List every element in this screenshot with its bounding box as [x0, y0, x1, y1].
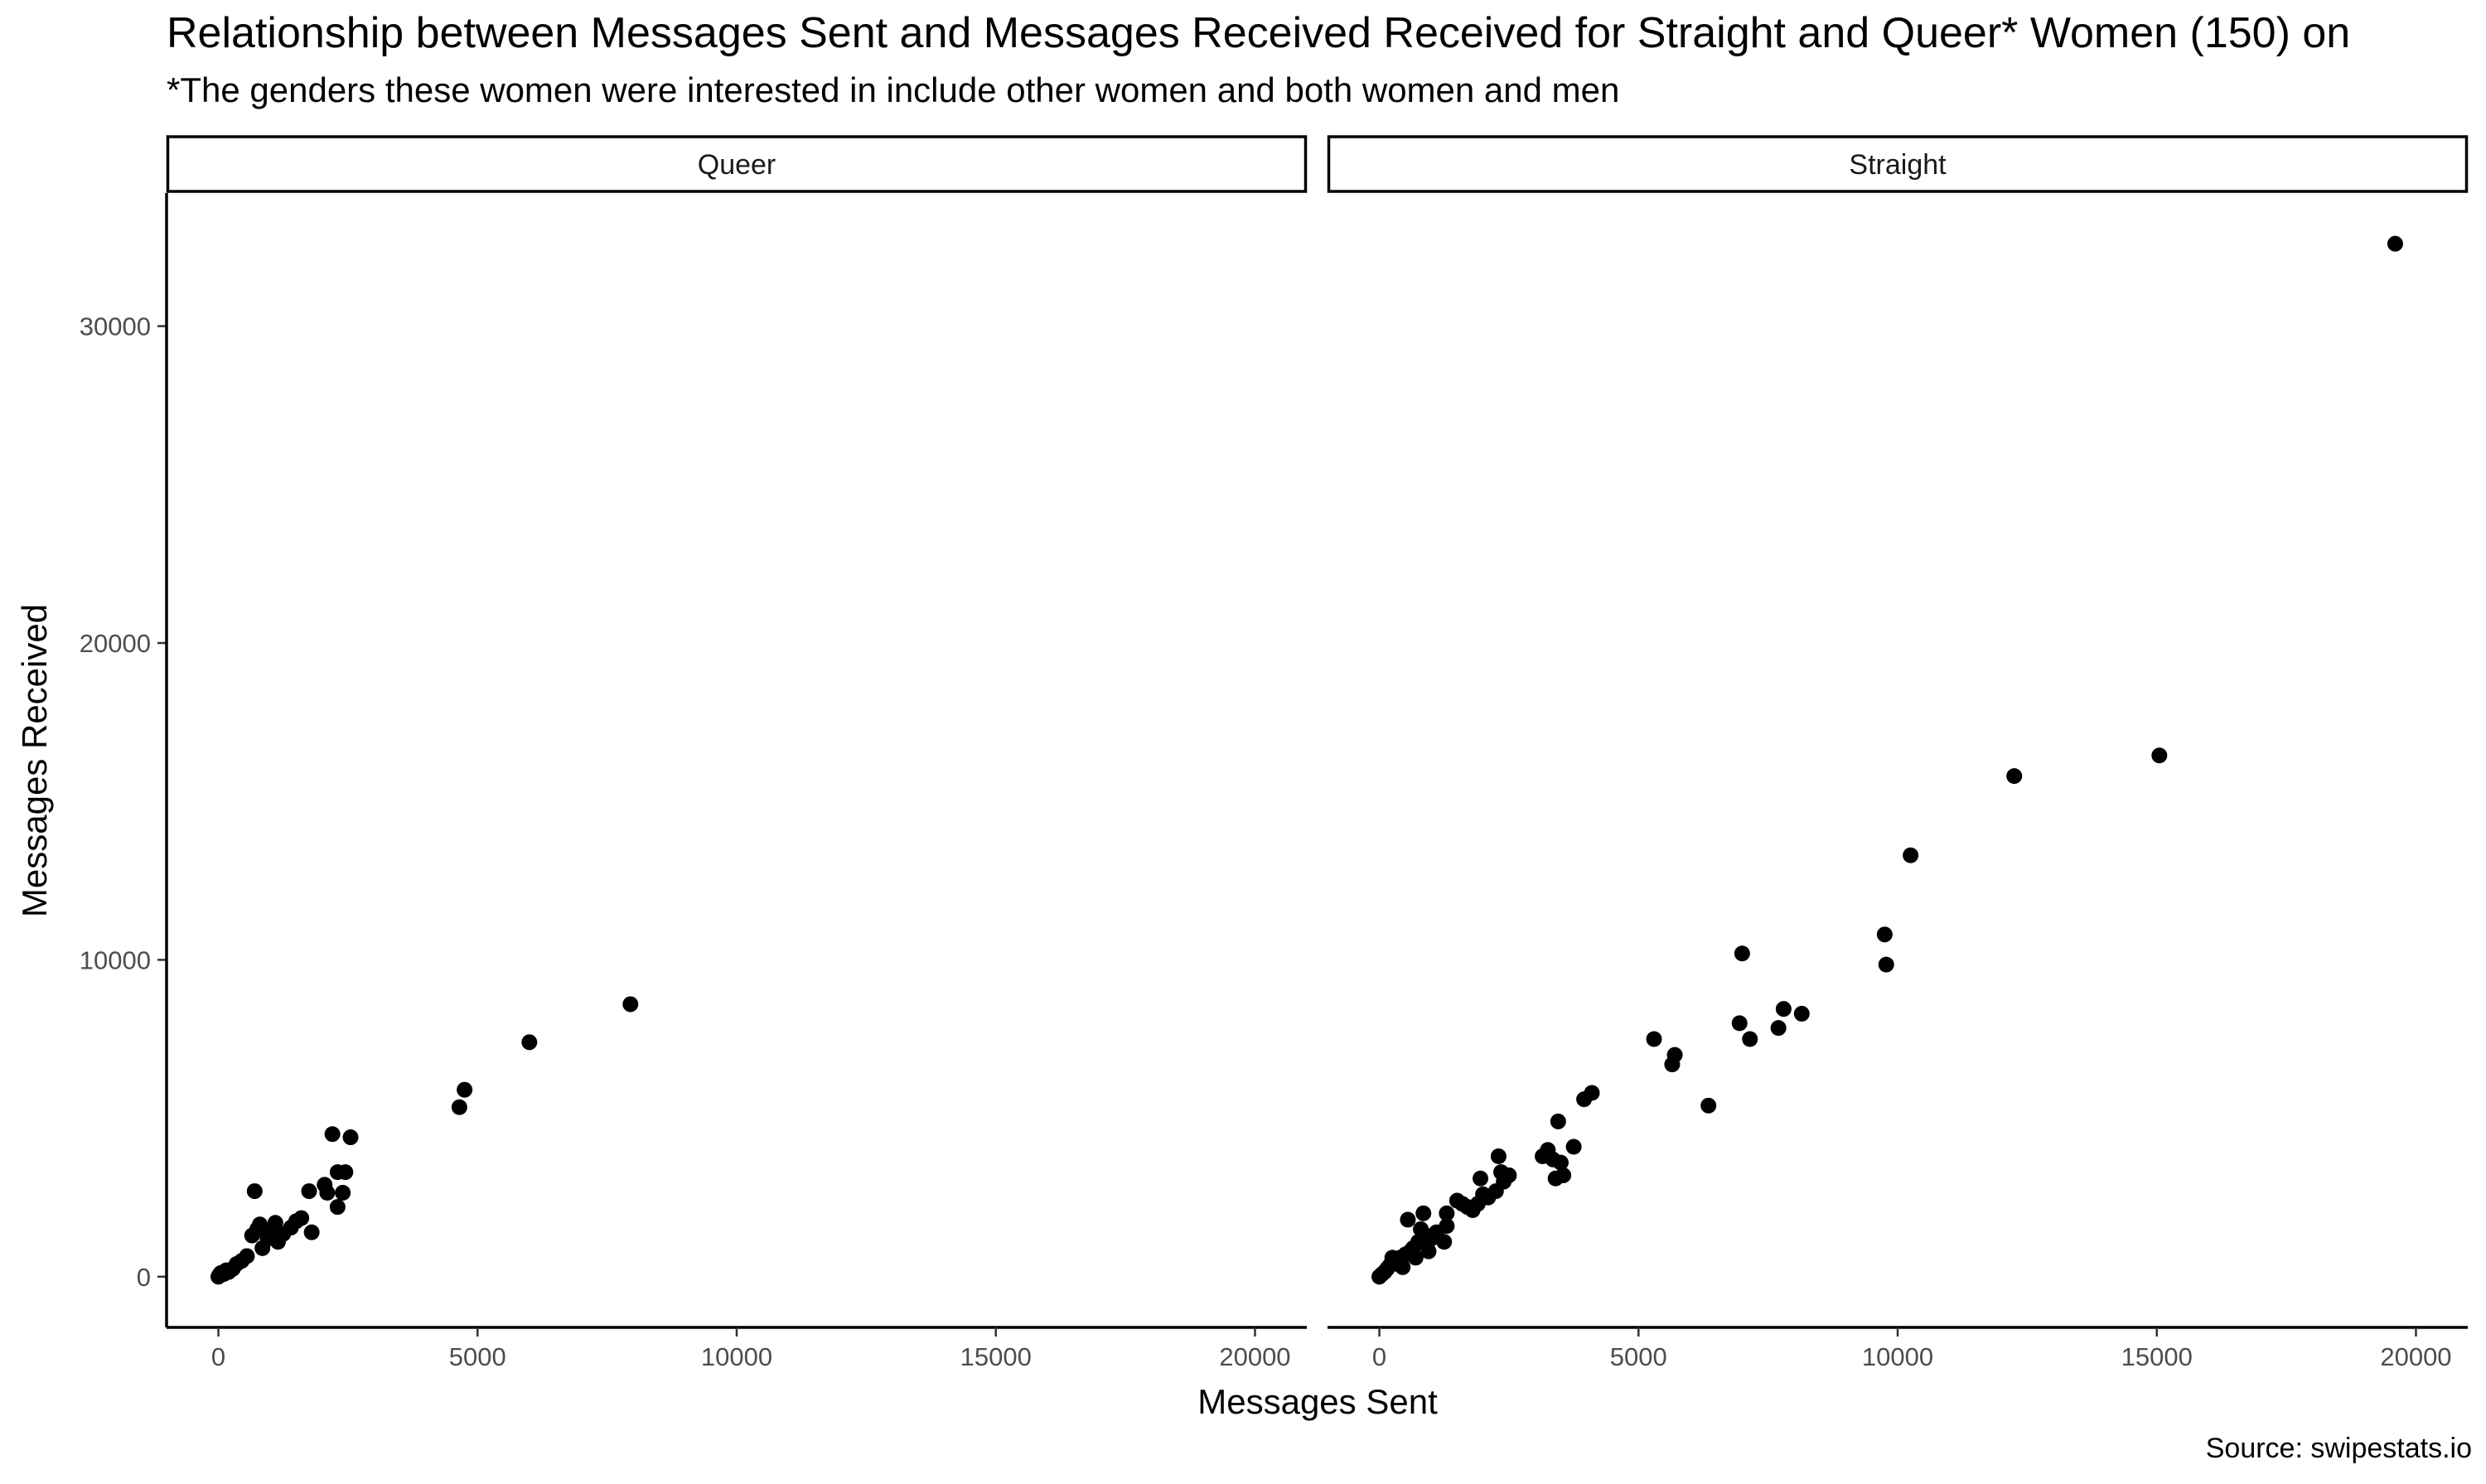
y-axis-title: Messages Received [15, 604, 54, 917]
data-point-queer [239, 1248, 255, 1264]
data-point-straight [1415, 1205, 1432, 1221]
facet-label-queer: Queer [698, 149, 776, 181]
x-tick-label: 15000 [960, 1342, 1032, 1371]
data-point-queer [324, 1126, 341, 1143]
data-point-straight [1878, 956, 1894, 973]
y-tick-label: 0 [137, 1263, 151, 1292]
data-point-straight [1395, 1259, 1411, 1275]
data-point-queer [335, 1184, 351, 1201]
data-point-straight [1646, 1031, 1662, 1047]
x-tick-label: 20000 [2380, 1342, 2451, 1371]
data-point-straight [2387, 235, 2403, 252]
x-axis-title: Messages Sent [1197, 1382, 1438, 1421]
source-caption: Source: swipestats.io [2205, 1433, 2472, 1464]
data-point-straight [1876, 926, 1893, 943]
x-tick-label: 10000 [701, 1342, 772, 1371]
data-point-queer [329, 1199, 346, 1216]
data-point-queer [301, 1183, 317, 1200]
x-tick-label: 20000 [1219, 1342, 1290, 1371]
data-point-straight [1436, 1234, 1453, 1250]
data-point-straight [1407, 1250, 1424, 1266]
data-point-straight [2151, 747, 2168, 764]
facet-strip-straight [1327, 135, 2469, 193]
data-point-straight [1775, 1001, 1792, 1018]
x-tick-label: 15000 [2121, 1342, 2193, 1371]
y-tick-label: 10000 [80, 945, 151, 974]
data-point-straight [1666, 1047, 1683, 1063]
y-tick-label: 30000 [80, 312, 151, 341]
data-point-straight [1584, 1085, 1600, 1101]
data-point-queer [303, 1224, 320, 1240]
data-point-straight [1700, 1097, 1717, 1114]
data-point-straight [1793, 1005, 1810, 1022]
x-tick-label: 5000 [449, 1342, 506, 1371]
data-point-straight [1731, 1015, 1748, 1032]
facet-strip-queer [166, 135, 1308, 193]
data-point-queer [293, 1210, 310, 1226]
data-point-straight [1400, 1211, 1416, 1228]
data-point-queer [622, 996, 639, 1013]
data-point-straight [1555, 1167, 1572, 1183]
data-point-straight [1552, 1154, 1569, 1171]
data-point-straight [1903, 847, 1919, 863]
data-point-queer [342, 1129, 359, 1146]
chart-subtitle: *The genders these women were interested… [167, 70, 1620, 109]
data-point-straight [1420, 1243, 1437, 1259]
data-point-straight [1742, 1031, 1758, 1047]
data-point-straight [1473, 1170, 1489, 1187]
data-point-straight [1770, 1020, 1787, 1037]
data-point-straight [1501, 1167, 1517, 1183]
data-point-straight [1490, 1148, 1507, 1165]
data-point-straight [1550, 1113, 1566, 1129]
data-point-straight [1734, 945, 1750, 962]
data-point-queer [457, 1081, 473, 1098]
data-point-queer [521, 1034, 538, 1051]
data-point-queer [267, 1215, 283, 1231]
x-tick-label: 0 [1372, 1342, 1386, 1371]
x-tick-label: 10000 [1862, 1342, 1933, 1371]
data-point-queer [337, 1164, 354, 1181]
x-tick-label: 0 [211, 1342, 225, 1371]
data-point-straight [1565, 1138, 1582, 1155]
facet-label-straight: Straight [1849, 149, 1947, 181]
data-point-straight [1439, 1218, 1455, 1235]
data-point-straight [1439, 1205, 1455, 1221]
data-point-straight [2006, 768, 2023, 785]
x-tick-label: 5000 [1610, 1342, 1667, 1371]
data-point-queer [319, 1184, 336, 1201]
data-point-queer [246, 1183, 263, 1200]
data-point-queer [451, 1099, 467, 1115]
y-tick-label: 20000 [80, 629, 151, 658]
chart-title: Relationship between Messages Sent and M… [167, 9, 2351, 57]
